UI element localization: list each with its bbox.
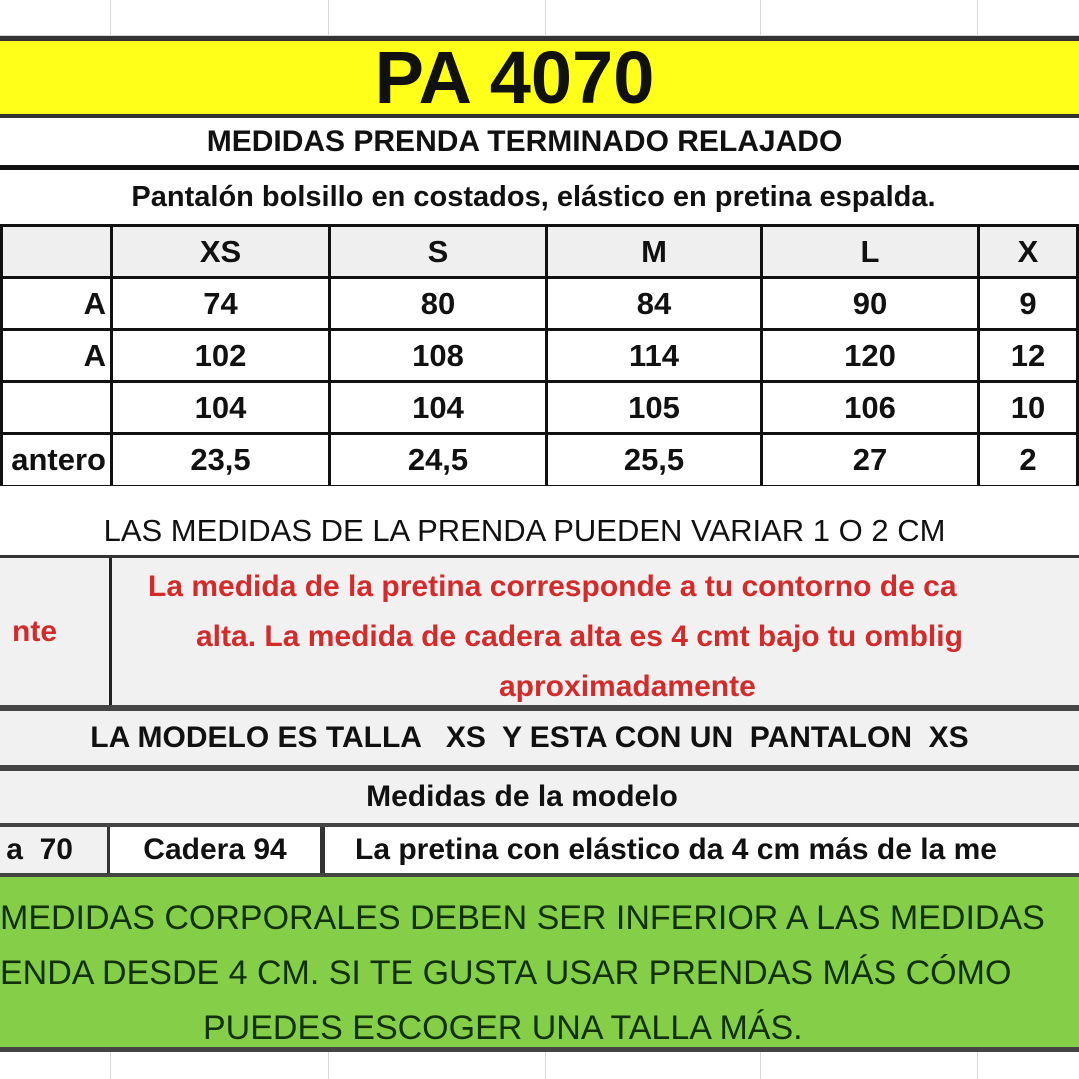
fit-note-line: aproximadamente [499, 670, 756, 703]
row-label: A [0, 276, 113, 331]
table-cell: 108 [328, 328, 548, 383]
table-cell: 104 [328, 380, 548, 435]
model-heading-row: Medidas de la modelo [0, 771, 1079, 823]
fit-note-line: La medida de la pretina corresponde a tu… [148, 570, 957, 603]
table-cell: 102 [110, 328, 331, 383]
subtitle-row: MEDIDAS PRENDA TERMINADO RELAJADO [0, 118, 1079, 170]
subtitle: MEDIDAS PRENDA TERMINADO RELAJADO [206, 124, 843, 158]
table-cell: 74 [110, 276, 331, 331]
table-cell: 114 [545, 328, 763, 383]
fit-note-row: nte La medida de la pretina corresponde … [0, 558, 1079, 711]
model-heading: Medidas de la modelo [366, 780, 678, 813]
title-bar: PA 4070 [0, 36, 1079, 119]
row-label [0, 380, 113, 435]
variance-row: LAS MEDIDAS DE LA PRENDA PUEDEN VARIAR 1… [0, 486, 1079, 558]
table-cell: 12 [977, 328, 1079, 383]
table-cell: 9 [977, 276, 1079, 331]
model-hip: Cadera 94 [110, 827, 325, 873]
description: Pantalón bolsillo en costados, elástico … [131, 181, 936, 213]
fit-note-label: nte [0, 558, 112, 705]
advice-line: ENDA DESDE 4 CM. SI TE GUSTA USAR PRENDA… [0, 954, 1012, 992]
fit-note-line: alta. La medida de cadera alta es 4 cmt … [196, 620, 963, 653]
table-cell: 25,5 [545, 432, 763, 488]
column-header: M [545, 224, 763, 279]
table-cell: 104 [110, 380, 331, 435]
description-row: Pantalón bolsillo en costados, elástico … [0, 170, 1079, 225]
table-cell: 84 [545, 276, 763, 331]
grid-row [0, 0, 1079, 36]
table-cell: 2 [977, 432, 1079, 488]
column-header [0, 224, 113, 279]
row-label: A [0, 328, 113, 383]
table-cell: 27 [760, 432, 980, 488]
column-header: XS [110, 224, 331, 279]
table-cell: 23,5 [110, 432, 331, 488]
model-note-cell: La pretina con elástico da 4 cm más de l… [325, 827, 1079, 873]
advice-line: PUEDES ESCOGER UNA TALLA MÁS. [203, 1009, 803, 1047]
table-cell: 106 [760, 380, 980, 435]
table-cell: 105 [545, 380, 763, 435]
column-header: L [760, 224, 980, 279]
column-header: X [977, 224, 1079, 279]
model-waist: a 70 [0, 827, 110, 873]
table-cell: 10 [977, 380, 1079, 435]
variance-note: LAS MEDIDAS DE LA PRENDA PUEDEN VARIAR 1… [103, 513, 946, 548]
table-cell: 120 [760, 328, 980, 383]
table-cell: 24,5 [328, 432, 548, 488]
table-cell: 80 [328, 276, 548, 331]
model-measures-row: a 70 Cadera 94 La pretina con elástico d… [0, 823, 1079, 877]
model-size: LA MODELO ES TALLA XS Y ESTA CON UN PANT… [90, 721, 969, 754]
column-header: S [328, 224, 548, 279]
page-title: PA 4070 [374, 36, 655, 119]
advice-box: MEDIDAS CORPORALES DEBEN SER INFERIOR A … [0, 877, 1079, 1052]
model-size-row: LA MODELO ES TALLA XS Y ESTA CON UN PANT… [0, 711, 1079, 771]
advice-line: MEDIDAS CORPORALES DEBEN SER INFERIOR A … [0, 899, 1045, 937]
model-note: La pretina con elástico da 4 cm más de l… [355, 833, 997, 866]
table-cell: 90 [760, 276, 980, 331]
row-label: antero [0, 432, 113, 488]
